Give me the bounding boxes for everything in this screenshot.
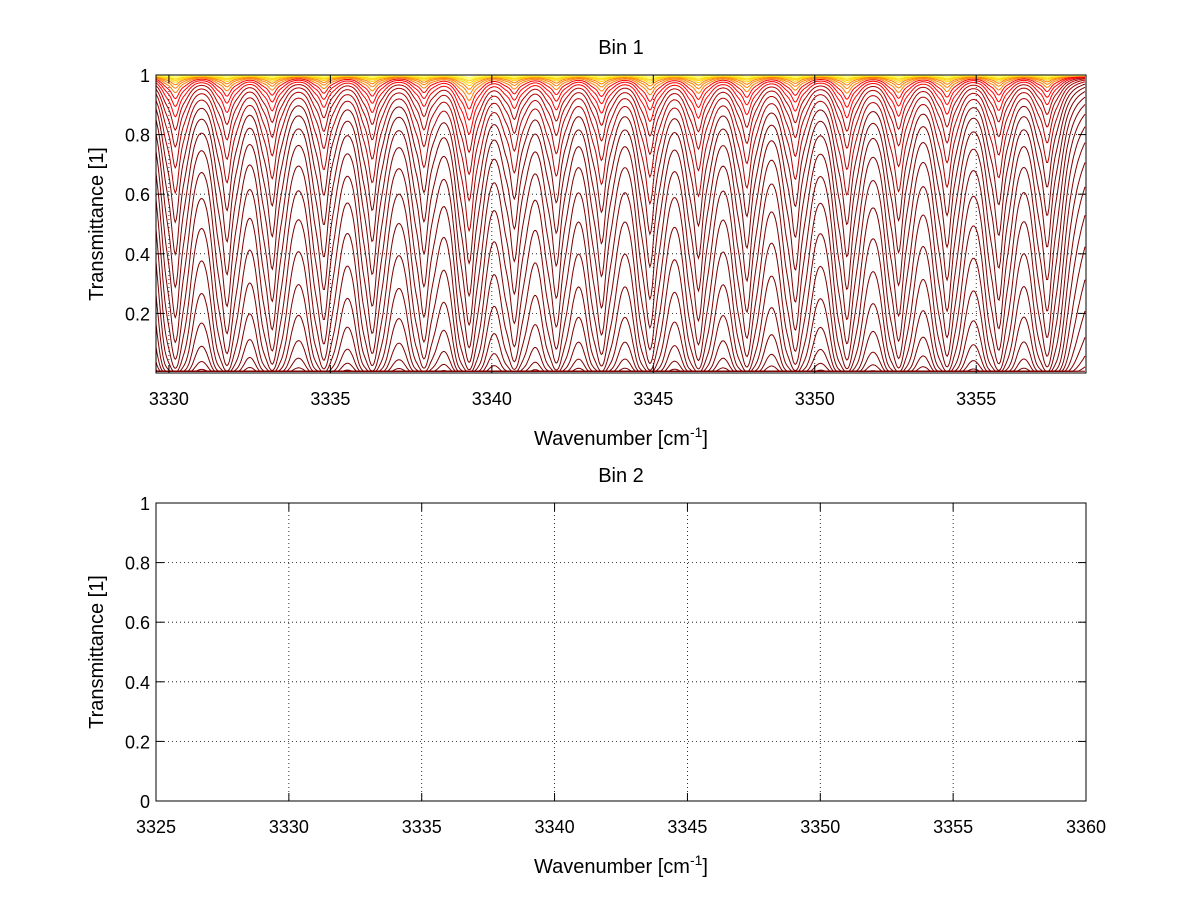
transmittance-series-line: [155, 86, 1086, 298]
y-tick-label: 0.6: [125, 613, 150, 633]
y-tick-label: 0.8: [125, 126, 150, 146]
x-tick-label: 3355: [933, 817, 973, 837]
y-tick-label: 0.6: [125, 185, 150, 205]
ticks-bin-2: 3325 3330 3335 3340 3345 3350 3355 3360 0 0.2 0.4 0…: [125, 494, 1106, 837]
x-tick-label: 3335: [310, 389, 350, 409]
transmittance-series-line: [155, 81, 1086, 233]
x-tick-label: 3350: [795, 389, 835, 409]
transmittance-series-line: [155, 104, 1086, 364]
transmittance-series-line: [155, 126, 1086, 372]
y-tick-label: 0.2: [125, 732, 150, 752]
xlabel-superscript-bin-1: -1: [690, 424, 703, 440]
transmittance-series-line: [155, 75, 1085, 95]
transmittance-series-line: [155, 79, 1086, 203]
ticks-bin-1: 3330 3335 3340 3345 3350 3355 0.2 0.4 0.6 0.8 1: [125, 66, 1086, 409]
transmittance-series-line: [155, 186, 1086, 372]
transmittance-series-line: [155, 83, 1086, 265]
transmittance-series-line: [155, 91, 1086, 327]
transmittance-series-line: [155, 96, 1086, 349]
axes-bin-1: 3330 3335 3340 3345 3350 3355 0.2 0.4 0.6 0.8 1 Bi…: [86, 37, 1087, 450]
transmittance-series-line: [155, 75, 1085, 90]
transmittance-series-line: [155, 142, 1086, 372]
title-bin-2: Bin 2: [598, 465, 644, 487]
x-tick-label: 3340: [472, 389, 512, 409]
x-tick-label: 3345: [633, 389, 673, 409]
transmittance-series-line: [155, 78, 1086, 176]
xlabel-end-bin-2: ]: [702, 856, 708, 878]
axes-frame-bin-2: [155, 502, 1087, 802]
title-bin-1: Bin 1: [598, 37, 644, 59]
transmittance-series-line: [155, 77, 1086, 154]
transmittance-series-line: [155, 75, 1086, 110]
x-tick-label: 3335: [402, 817, 442, 837]
transmittance-series-line: [155, 246, 1086, 372]
xlabel-bin-1: Wavenumber [cm-1]: [534, 424, 708, 450]
transmittance-series-line: [155, 76, 1086, 121]
y-tick-label: 1: [140, 66, 150, 86]
series-group-bin-1: [155, 75, 1086, 372]
x-tick-label: 3340: [535, 817, 575, 837]
y-tick-label: 1: [140, 494, 150, 514]
transmittance-series-line: [155, 162, 1086, 372]
xlabel-bin-2: Wavenumber [cm-1]: [534, 852, 708, 878]
x-tick-label: 3330: [269, 817, 309, 837]
y-tick-label: 0.4: [125, 673, 150, 693]
x-tick-label: 3350: [800, 817, 840, 837]
transmittance-series-line: [155, 76, 1085, 136]
y-tick-label: 0: [140, 792, 150, 812]
plot-area-bin-2: [156, 503, 1086, 801]
xlabel-end-bin-1: ]: [702, 428, 708, 450]
transmittance-series-line: [155, 113, 1086, 371]
x-tick-label: 3325: [136, 817, 176, 837]
ylabel-bin-1: Transmittance [1]: [86, 147, 108, 301]
transmittance-series-line: [155, 75, 1086, 102]
y-tick-label: 0.8: [125, 554, 150, 574]
y-tick-label: 0.4: [125, 245, 150, 265]
transmittance-series-line: [155, 215, 1086, 372]
axes-bin-2: 3325 3330 3335 3340 3345 3350 3355 3360 0 0.2 0.4 0…: [86, 465, 1106, 878]
transmittance-series-line: [156, 75, 1085, 78]
ylabel-bin-2: Transmittance [1]: [86, 575, 108, 729]
x-tick-label: 3345: [667, 817, 707, 837]
x-tick-label: 3330: [149, 389, 189, 409]
x-tick-label: 3360: [1066, 817, 1106, 837]
x-tick-label: 3355: [956, 389, 996, 409]
y-tick-label: 0.2: [125, 304, 150, 324]
axes-frame-bin-1: [155, 74, 1087, 374]
xlabel-superscript-bin-2: -1: [690, 852, 703, 868]
